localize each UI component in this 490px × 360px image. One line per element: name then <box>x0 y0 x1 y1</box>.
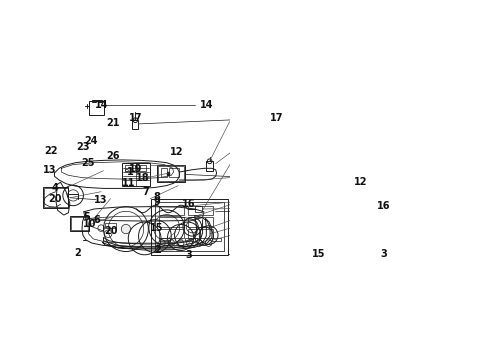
Text: 10: 10 <box>83 219 97 229</box>
Bar <box>151 199 228 255</box>
Bar <box>90 102 104 114</box>
Bar <box>206 161 213 171</box>
Text: 7: 7 <box>143 187 149 197</box>
Text: 9: 9 <box>153 197 160 207</box>
Text: 8: 8 <box>153 192 160 202</box>
Text: 17: 17 <box>129 113 143 123</box>
Text: 19: 19 <box>129 164 143 174</box>
Bar <box>98 100 101 102</box>
Text: 12: 12 <box>170 147 184 157</box>
Text: 1: 1 <box>127 167 134 177</box>
Text: 15: 15 <box>149 223 163 233</box>
Bar <box>44 188 68 207</box>
Text: 21: 21 <box>106 118 120 128</box>
Bar <box>161 168 167 177</box>
Bar <box>159 217 184 227</box>
Bar <box>195 206 202 212</box>
Bar <box>159 206 184 215</box>
Bar <box>132 120 138 129</box>
Text: 24: 24 <box>84 136 98 146</box>
Text: 6: 6 <box>94 215 100 225</box>
Bar <box>155 202 224 252</box>
Text: 13: 13 <box>95 195 108 204</box>
Text: 16: 16 <box>377 201 391 211</box>
Text: 4: 4 <box>51 183 58 193</box>
Text: 3: 3 <box>381 249 387 259</box>
Text: 14: 14 <box>199 100 213 110</box>
Bar <box>188 229 213 238</box>
Bar <box>159 229 184 238</box>
Text: 20: 20 <box>48 194 61 203</box>
Bar <box>70 216 90 231</box>
Text: 18: 18 <box>136 173 149 183</box>
Text: 15: 15 <box>312 249 325 259</box>
Text: 26: 26 <box>106 150 120 161</box>
Bar <box>212 238 221 241</box>
Text: 5: 5 <box>83 212 90 222</box>
Bar <box>92 100 96 102</box>
Bar <box>105 223 116 228</box>
Text: 2: 2 <box>74 248 81 258</box>
Text: 25: 25 <box>81 158 95 168</box>
Text: 13: 13 <box>43 165 57 175</box>
Bar <box>188 206 213 215</box>
Text: 2: 2 <box>154 245 161 255</box>
Bar <box>159 238 171 241</box>
Bar <box>157 165 185 182</box>
Text: 14: 14 <box>95 100 108 110</box>
Text: 3: 3 <box>185 250 192 260</box>
Bar <box>43 187 69 208</box>
Text: 16: 16 <box>182 199 195 210</box>
Bar <box>188 217 213 227</box>
Text: 12: 12 <box>354 177 368 187</box>
Circle shape <box>121 224 131 234</box>
Bar <box>125 165 135 171</box>
Bar <box>158 166 184 181</box>
Text: 22: 22 <box>44 147 58 156</box>
Text: 20: 20 <box>104 226 117 237</box>
Bar <box>71 217 89 230</box>
Text: 11: 11 <box>122 178 136 188</box>
Text: 17: 17 <box>270 113 283 123</box>
Text: 23: 23 <box>76 142 90 152</box>
Bar <box>137 165 147 171</box>
Bar <box>185 238 197 241</box>
Bar <box>169 168 179 177</box>
Bar <box>122 163 150 186</box>
